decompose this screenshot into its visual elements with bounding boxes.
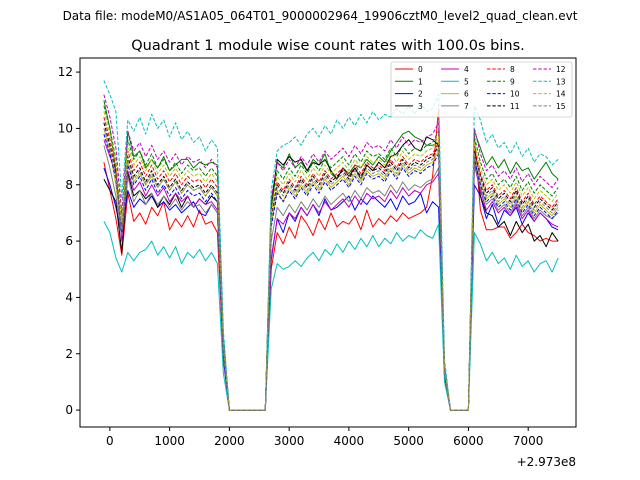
y-axis: 0 2 4 6 8 10 12: [58, 65, 80, 417]
series-line-14: [103, 111, 559, 411]
plot-area: [80, 58, 576, 427]
series-line-11: [103, 122, 559, 411]
legend-label-8: 8: [510, 65, 515, 74]
series-line-7: [103, 145, 559, 411]
x-tick-label: 5000: [393, 434, 424, 448]
legend-label-1: 1: [418, 77, 423, 86]
series-line-8: [103, 117, 559, 411]
series-lines: [103, 80, 559, 411]
legend-label-12: 12: [556, 65, 566, 74]
x-tick-label: 4000: [334, 434, 365, 448]
chart-title: Quadrant 1 module wise count rates with …: [131, 38, 525, 54]
x-offset-label: +2.973e8: [517, 455, 576, 469]
legend-label-4: 4: [464, 65, 469, 74]
series-line-3: [103, 136, 559, 411]
legend-label-9: 9: [510, 77, 515, 86]
series-line-6: [103, 128, 559, 411]
plot-frame: [79, 57, 577, 428]
legend-label-5: 5: [464, 77, 469, 86]
series-line-13: [103, 80, 559, 411]
legend-label-13: 13: [556, 77, 566, 86]
legend-label-11: 11: [510, 102, 520, 111]
legend-label-14: 14: [556, 90, 566, 99]
legend-frame: [390, 61, 573, 118]
x-tick-label: 2000: [214, 434, 245, 448]
x-tick-label: 0: [106, 434, 114, 448]
series-line-15: [103, 128, 559, 411]
legend-label-2: 2: [418, 90, 423, 99]
series-line-0: [103, 108, 559, 411]
x-axis: 0 1000 2000 3000 4000 5000 6000 7000: [106, 427, 543, 448]
legend-label-0: 0: [418, 65, 423, 74]
series-line-5: [103, 221, 559, 411]
y-tick-label: 2: [65, 347, 73, 361]
y-tick-label: 4: [65, 290, 73, 304]
x-tick-label: 6000: [453, 434, 484, 448]
y-tick-label: 12: [58, 65, 73, 79]
x-tick-label: 3000: [274, 434, 305, 448]
legend-label-7: 7: [464, 102, 469, 111]
series-line-9: [103, 105, 559, 411]
legend-label-10: 10: [510, 90, 520, 99]
legend-label-3: 3: [418, 102, 423, 111]
series-line-12: [103, 94, 559, 411]
y-tick-label: 10: [58, 121, 73, 135]
legend-label-15: 15: [556, 102, 566, 111]
y-tick-label: 8: [65, 178, 73, 192]
figure-suptitle: Data file: modeM0/AS1A05_064T01_90000029…: [63, 9, 578, 23]
x-tick-label: 7000: [513, 434, 544, 448]
series-line-4: [103, 139, 559, 411]
y-tick-label: 0: [65, 403, 73, 417]
y-tick-label: 6: [65, 234, 73, 248]
x-tick-label: 1000: [154, 434, 185, 448]
legend-label-6: 6: [464, 90, 469, 99]
